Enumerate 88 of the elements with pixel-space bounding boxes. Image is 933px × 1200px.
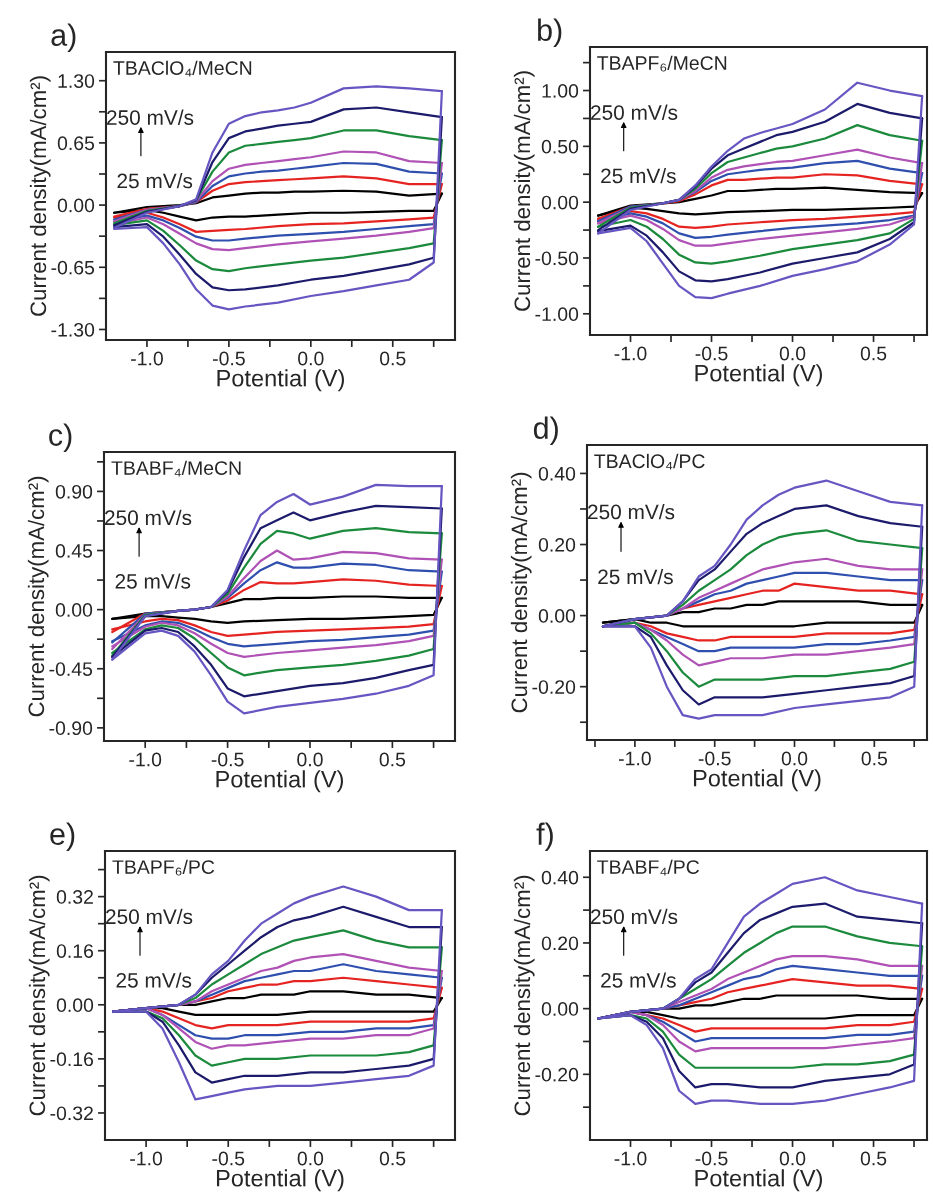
chart-title: c)	[49, 423, 72, 452]
y-tick-label: 0.00	[538, 609, 576, 623]
y-tick-label: 1.00	[542, 84, 579, 98]
x-tick-label: 0.5	[861, 751, 888, 766]
annotation: TBAPF₆/PC	[112, 859, 215, 876]
annotation: 25 mV/s	[116, 972, 192, 988]
y-tick-label: -0.20	[532, 680, 576, 694]
x-tick-label: 0.0	[298, 351, 324, 366]
annotation: TBABF₄/MeCN	[111, 460, 241, 477]
y-axis-title: Current density(mA/cm²)	[27, 476, 49, 717]
annotation: 25 mV/s	[601, 167, 676, 184]
y-tick-label: 1.30	[58, 74, 95, 88]
x-axis-title: Potential (V)	[217, 369, 344, 392]
y-axis-title: Current density(mA/cm²)	[513, 875, 535, 1116]
y-tick-label: 0.50	[541, 139, 579, 154]
x-axis-title: Potential (V)	[695, 1169, 822, 1192]
x-tick-label: -0.5	[695, 346, 728, 361]
x-tick-label: -1.0	[619, 751, 651, 766]
annotation: TBAPF₆/MeCN	[597, 55, 727, 72]
annotation: TBAClO₄/MeCN	[113, 60, 252, 77]
x-tick-label: -0.5	[213, 351, 245, 366]
y-tick-label: 0.00	[55, 603, 93, 617]
x-tick-label: -0.5	[211, 752, 244, 767]
y-tick-label: 0.40	[538, 466, 576, 481]
x-tick-label: -1.0	[614, 346, 647, 361]
annotation: 25 mV/s	[115, 573, 191, 589]
x-tick-label: -0.5	[212, 1151, 245, 1166]
y-tick-label: 0.00	[56, 998, 94, 1013]
annotation: 250 mV/s	[588, 504, 675, 520]
x-axis-title: Potential (V)	[216, 770, 343, 793]
annotation: 25 mV/s	[601, 972, 676, 988]
y-axis-title: Current density(mA/cm²)	[28, 875, 50, 1116]
x-tick-label: 0.5	[379, 1151, 406, 1166]
y-tick-label: -0.20	[535, 1067, 579, 1082]
annotation: 25 mV/s	[598, 568, 673, 585]
annotation: TBAClO₄/PC	[594, 453, 705, 470]
x-tick-label: 0.0	[781, 751, 808, 766]
y-tick-label: 0.20	[541, 936, 579, 951]
x-tick-label: 0.0	[779, 1151, 806, 1166]
y-tick-label: 0.00	[57, 198, 95, 213]
x-tick-label: -1.0	[131, 351, 163, 366]
y-tick-label: 0.45	[55, 543, 93, 558]
chart-title: b)	[538, 18, 562, 47]
x-tick-label: 0.5	[379, 752, 406, 767]
annotation: 250 mV/s	[106, 908, 193, 925]
x-tick-label: -1.0	[130, 1151, 163, 1166]
annotation: 25 mV/s	[117, 172, 193, 189]
annotation: 250 mV/s	[105, 509, 192, 526]
annotation: 250 mV/s	[591, 104, 678, 120]
annotation: 250 mV/s	[591, 908, 678, 925]
y-tick-label: -0.90	[49, 721, 93, 736]
chart-title: f)	[536, 822, 553, 851]
x-tick-label: 0.0	[297, 1151, 324, 1166]
x-axis-title: Potential (V)	[216, 1169, 344, 1192]
annotation: TBABF₄/PC	[597, 859, 700, 876]
x-tick-label: 0.5	[860, 346, 887, 361]
y-tick-label: 0.65	[57, 136, 95, 151]
y-tick-label: -1.30	[51, 322, 95, 337]
y-axis-title: Current density(mA/cm²)	[29, 76, 51, 316]
y-tick-label: 0.32	[56, 890, 93, 904]
x-tick-label: -0.5	[695, 1151, 728, 1166]
y-tick-label: -0.32	[50, 1106, 93, 1121]
y-tick-label: -0.45	[49, 662, 93, 676]
x-tick-label: -0.5	[698, 751, 731, 766]
x-tick-label: -1.0	[614, 1151, 647, 1166]
chart-title: a)	[51, 23, 76, 52]
chart-title: d)	[533, 416, 558, 445]
chart-title: e)	[50, 822, 75, 851]
y-tick-label: 0.16	[56, 944, 94, 958]
y-tick-label: -0.65	[51, 260, 95, 275]
y-tick-label: 0.00	[541, 195, 579, 210]
y-axis-title: Current density(mA/cm²)	[510, 472, 532, 713]
x-axis-title: Potential (V)	[695, 364, 822, 387]
x-tick-label: 0.0	[779, 346, 806, 361]
y-tick-label: -1.00	[535, 307, 579, 322]
x-axis-title: Potential (V)	[693, 769, 821, 792]
x-tick-label: 0.0	[297, 752, 323, 767]
y-tick-label: -0.50	[535, 251, 579, 266]
x-tick-label: 0.5	[379, 351, 406, 366]
x-tick-label: -1.0	[129, 752, 162, 767]
y-tick-label: 0.00	[541, 1002, 579, 1016]
y-tick-label: -0.16	[50, 1052, 94, 1067]
y-tick-label: 0.20	[538, 537, 576, 552]
x-tick-label: 0.5	[860, 1151, 887, 1166]
y-tick-label: 0.90	[55, 484, 93, 499]
y-tick-label: 0.40	[541, 870, 579, 885]
annotation: 250 mV/s	[107, 109, 194, 125]
y-axis-title: Current density(mA/cm²)	[513, 71, 535, 311]
